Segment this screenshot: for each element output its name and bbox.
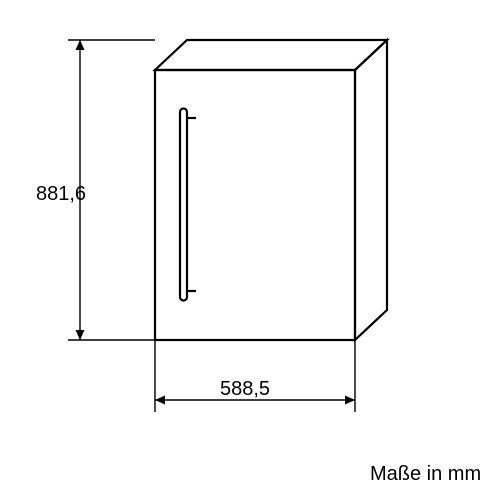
- dimension-height-label: 881,6: [36, 183, 86, 205]
- door-handle: [178, 108, 199, 301]
- units-footer: Maße in mm: [370, 463, 481, 485]
- door-side-face: [355, 40, 387, 340]
- door-top-face: [155, 40, 387, 70]
- dimension-width-label: 588,5: [220, 378, 270, 400]
